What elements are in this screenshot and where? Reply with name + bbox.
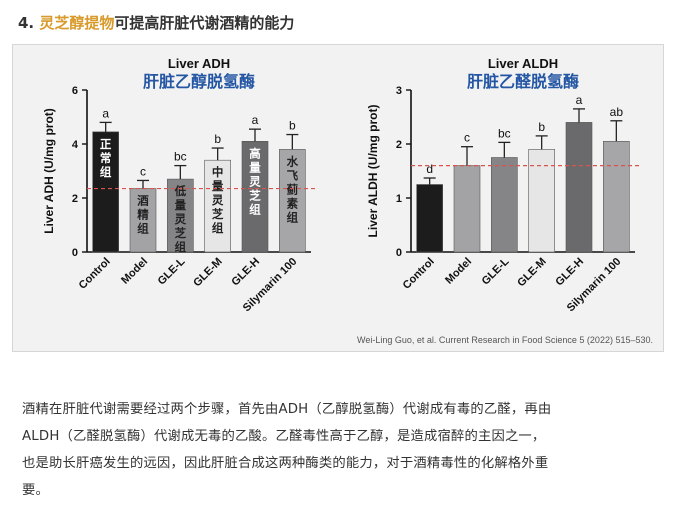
paragraph-line-4: 要。 — [22, 483, 49, 498]
bar-control — [92, 131, 119, 253]
bar-inner-label-char: 中 — [212, 165, 224, 179]
paragraph-line-3: 也是助长肝癌发生的远因，因此肝脏合成这两种酶类的能力，对于酒精毒性的化解格外重 — [22, 456, 549, 471]
chart-subtitle: 肝脏乙醇脱氢酶 — [143, 72, 255, 91]
citation: Wei-Ling Guo, et al. Current Research in… — [356, 335, 653, 345]
bar-inner-label-char: 灵 — [212, 193, 224, 207]
y-tick-label: 1 — [396, 193, 402, 205]
significance-label: a — [252, 113, 259, 127]
body-paragraph: 酒精在肝脏代谢需要经过两个步骤，首先由ADH（乙醇脱氢酶）代谢成有毒的乙醛，再由… — [22, 396, 658, 504]
x-tick-label: Control — [401, 256, 437, 292]
y-tick-label: 2 — [72, 193, 78, 205]
chart-adh: Liver ADH 肝脏乙醇脱氢酶 Liver ADH (U/mg prot) 0 2 4… — [19, 50, 331, 320]
y-axis-label: Liver ADH (U/mg prot) — [42, 108, 56, 234]
bar-inner-label-char: 精 — [137, 208, 149, 222]
bar-inner-label-char: 量 — [175, 198, 187, 212]
chart-subtitle: 肝脏乙醛脱氢酶 — [467, 72, 579, 91]
bar-gle-l — [491, 157, 518, 253]
heading-rest: 可提高肝脏代谢酒精的能力 — [114, 14, 295, 32]
paragraph-line-1: 酒精在肝脏代谢需要经过两个步骤，首先由ADH（乙醇脱氢酶）代谢成有毒的乙醛，再由 — [22, 402, 552, 417]
bar-inner-label-char: 组 — [100, 165, 112, 179]
x-tick-label: GLE-H — [553, 256, 586, 289]
bar-inner-label-char: 正 — [100, 137, 112, 151]
y-tick-label: 6 — [72, 85, 78, 97]
bar-inner-label-char: 水 — [287, 154, 299, 168]
significance-label: b — [538, 120, 545, 134]
bar-inner-label-char: 高 — [249, 146, 261, 160]
bar-model — [453, 165, 481, 253]
chart-aldh: Liver ALDH 肝脏乙醛脱氢酶 Liver ALDH (U/mg prot) 0… — [343, 50, 655, 320]
x-tick-label: Model — [443, 256, 474, 287]
heading-number: 4. — [18, 14, 35, 32]
significance-label: a — [102, 106, 109, 120]
significance-label: d — [426, 162, 433, 176]
bar-inner-label-char: 量 — [249, 160, 261, 174]
x-tick-label: GLE-H — [229, 256, 262, 289]
paragraph-line-2: ALDH（乙醛脱氢酶）代谢成无毒的乙酸。乙醛毒性高于乙醇，是造成宿醉的主因之一， — [22, 429, 546, 444]
significance-label: b — [289, 119, 296, 133]
significance-label: ab — [610, 105, 624, 119]
figure-panel: Liver ADH 肝脏乙醇脱氢酶 Liver ADH (U/mg prot) 0 2 4… — [12, 44, 664, 352]
x-tick-label: Model — [119, 256, 150, 287]
bar-inner-label-char: 酒 — [137, 194, 149, 208]
chart-title: Liver ADH — [168, 56, 230, 71]
bar-inner-label-char: 组 — [249, 202, 261, 216]
chart-title: Liver ALDH — [488, 56, 558, 71]
y-tick-label: 0 — [72, 247, 78, 259]
bar-inner-label-char: 量 — [212, 179, 224, 193]
x-tick-label: GLE-L — [480, 255, 512, 287]
y-tick-label: 2 — [396, 139, 402, 151]
bar-model — [129, 188, 157, 253]
bar-gle-h — [565, 122, 593, 253]
significance-label: bc — [498, 126, 511, 140]
bar-inner-label-char: 芝 — [212, 207, 224, 221]
bar-inner-label-char: 灵 — [249, 174, 261, 188]
significance-label: bc — [174, 150, 187, 164]
bar-inner-label-char: 芝 — [175, 226, 187, 240]
bar-gle-m — [528, 149, 555, 253]
y-tick-label: 0 — [396, 247, 402, 259]
significance-label: b — [214, 132, 221, 146]
significance-label: c — [464, 131, 470, 145]
bar-inner-label-char: 蓟 — [286, 182, 299, 196]
y-tick-label: 3 — [396, 85, 402, 97]
bar-silymarin-100 — [603, 141, 630, 253]
bar-inner-label-char: 组 — [212, 221, 224, 235]
bar-control — [416, 184, 443, 253]
heading-highlight: 灵芝醇提物 — [39, 14, 115, 32]
x-tick-label: GLE-M — [191, 256, 225, 290]
y-tick-label: 4 — [72, 139, 79, 151]
x-tick-label: Control — [77, 256, 113, 292]
bar-gle-h — [241, 141, 269, 253]
bar-inner-label-char: 飞 — [287, 168, 299, 182]
bar-inner-label-char: 组 — [175, 240, 187, 254]
x-tick-label: GLE-L — [156, 255, 188, 287]
bar-inner-label-char: 低 — [174, 184, 187, 198]
bar-inner-label-char: 常 — [100, 151, 112, 165]
bar-inner-label-char: 灵 — [175, 212, 187, 226]
x-tick-label: GLE-M — [515, 256, 549, 290]
section-heading: 4. 灵芝醇提物可提高肝脏代谢酒精的能力 — [18, 12, 294, 33]
bar-silymarin-100 — [279, 149, 306, 253]
bar-inner-label-char: 组 — [137, 222, 149, 236]
bar-gle-l — [167, 178, 194, 253]
bar-inner-label-char: 组 — [287, 210, 299, 224]
bar-inner-label-char: 芝 — [249, 188, 261, 202]
y-axis-label: Liver ALDH (U/mg prot) — [366, 105, 380, 238]
significance-label: c — [140, 164, 146, 178]
bar-inner-label-char: 素 — [287, 196, 299, 210]
significance-label: a — [576, 93, 583, 107]
